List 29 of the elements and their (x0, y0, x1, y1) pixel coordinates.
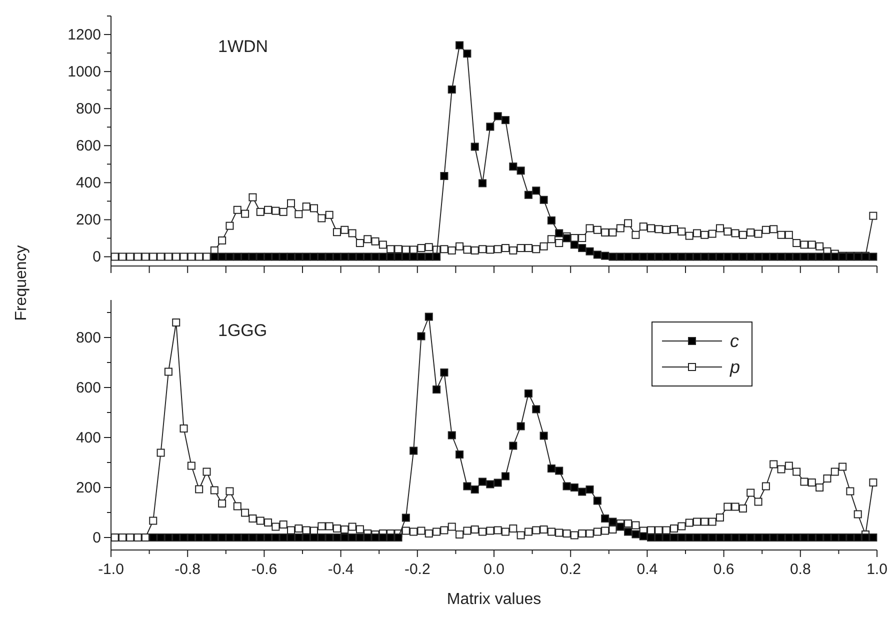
x-tick-label: -0.6 (251, 561, 278, 578)
y-axis-title: Frequency (13, 245, 30, 321)
y-tick-label: 600 (76, 138, 101, 155)
x-tick-label: -0.4 (328, 561, 354, 578)
y-tick-label: 200 (76, 212, 101, 229)
x-tick-label: -0.2 (404, 561, 430, 578)
x-tick-label: 0.8 (790, 561, 811, 578)
y-tick-label: 200 (76, 480, 101, 496)
y-tick-label: 1000 (68, 64, 101, 81)
y-tick-label: 400 (76, 430, 101, 446)
y-tick-label: 1200 (68, 26, 101, 44)
x-axis-title: Matrix values (446, 591, 542, 608)
legend-label: p (729, 357, 740, 377)
y-tick-label: 0 (92, 248, 101, 266)
x-tick-label: 0.0 (484, 561, 504, 578)
y-tick-label: 800 (76, 330, 101, 346)
annotation: 1WDN (218, 37, 268, 56)
legend-label: c (730, 331, 739, 351)
x-tick-label: 0.6 (713, 561, 734, 578)
x-tick-label: 0.2 (560, 561, 582, 578)
y-tick-label: 400 (76, 174, 101, 192)
y-tick-label: 600 (76, 380, 101, 396)
y-tick-label: 800 (76, 100, 101, 118)
x-tick-label: 1.0 (866, 561, 888, 578)
x-tick-label: -0.8 (174, 561, 201, 578)
x-tick-label: -1.0 (98, 561, 124, 578)
x-tick-label: 0.4 (636, 561, 658, 578)
annotation: 1GGG (218, 321, 268, 340)
y-tick-label: 0 (92, 530, 101, 546)
